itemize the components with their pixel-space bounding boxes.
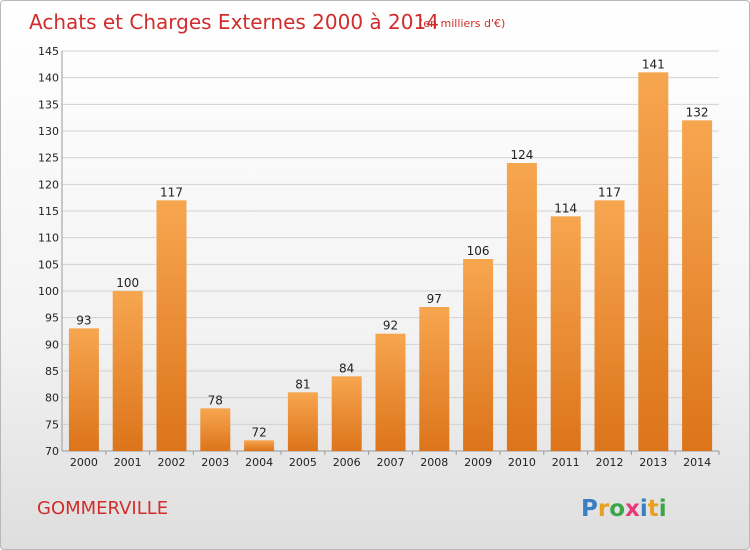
bar-value-label: 141 (642, 57, 665, 71)
city-name: GOMMERVILLE (37, 498, 168, 519)
bar-2000 (68, 328, 99, 451)
bar-2005 (287, 392, 318, 451)
x-tick-label: 2005 (289, 456, 317, 469)
bar-2008 (419, 307, 450, 451)
x-tick-label: 2000 (70, 456, 98, 469)
x-tick-label: 2013 (639, 456, 667, 469)
bar-2013 (638, 72, 669, 451)
bar-value-label: 84 (339, 361, 354, 375)
bar-2012 (594, 200, 625, 451)
chart-subtitle: (en milliers d'€) (419, 17, 505, 30)
y-tick-label: 145 (38, 45, 59, 58)
bar-2009 (463, 259, 494, 451)
bar-value-label: 81 (295, 377, 310, 391)
x-tick-label: 2010 (508, 456, 536, 469)
bar-2014 (682, 120, 713, 451)
proxiti-logo-text: Proxiti (581, 496, 667, 522)
bar-2006 (331, 376, 362, 451)
axis-layer: 70 75 80 85 90 95 100 105 110 115 120 125 130 135 140 1… (38, 45, 720, 458)
y-tick-label: 130 (38, 125, 59, 138)
bar-value-label: 100 (116, 276, 139, 290)
x-tick-label: 2007 (377, 456, 405, 469)
bar-value-label: 93 (76, 313, 91, 327)
x-tick-label: 2011 (552, 456, 580, 469)
y-tick-label: 80 (45, 392, 59, 405)
bar-value-label: 78 (208, 393, 223, 407)
bar-value-label: 106 (467, 244, 490, 258)
x-tick-label: 2003 (201, 456, 229, 469)
x-tick-label: 2006 (333, 456, 361, 469)
x-tick-label: 2014 (683, 456, 711, 469)
x-tick-label: 2001 (114, 456, 142, 469)
y-tick-label: 140 (38, 72, 59, 85)
y-tick-label: 120 (38, 178, 59, 191)
bar-layer (68, 72, 713, 451)
bar-value-label: 117 (598, 185, 621, 199)
chart-title: Achats et Charges Externes 2000 à 2014 (29, 10, 439, 34)
x-tick-label: 2004 (245, 456, 273, 469)
bar-value-label: 72 (251, 425, 266, 439)
bar-2011 (550, 216, 581, 451)
bar-2003 (200, 408, 231, 451)
x-tick-label: 2009 (464, 456, 492, 469)
bar-value-label: 117 (160, 185, 183, 199)
y-tick-label: 70 (45, 445, 59, 458)
y-tick-label: 105 (38, 258, 59, 271)
y-tick-label: 115 (38, 205, 59, 218)
bar-2004 (244, 440, 275, 451)
y-tick-label: 135 (38, 98, 59, 111)
x-tick-label: 2002 (158, 456, 186, 469)
bar-value-label: 132 (686, 105, 709, 119)
bar-2010 (506, 163, 537, 451)
bar-2007 (375, 333, 406, 451)
x-tick-label: 2008 (420, 456, 448, 469)
x-tick-label: 2012 (596, 456, 624, 469)
y-tick-label: 85 (45, 365, 59, 378)
bar-2002 (156, 200, 187, 451)
bar-value-label: 124 (510, 148, 533, 162)
label-layer: 2000 93 2001 100 2002 117 2003 78 2004 72 2005 81 20… (70, 57, 711, 469)
bar-2001 (112, 291, 143, 451)
bar-value-label: 114 (554, 201, 577, 215)
y-tick-label: 75 (45, 418, 59, 431)
bar-value-label: 92 (383, 319, 398, 333)
bar-value-label: 97 (427, 292, 442, 306)
y-tick-label: 100 (38, 285, 59, 298)
y-tick-label: 95 (45, 312, 59, 325)
y-tick-label: 110 (38, 232, 59, 245)
y-tick-label: 125 (38, 152, 59, 165)
y-tick-label: 90 (45, 338, 59, 351)
proxiti-logo: Proxiti (581, 496, 667, 522)
